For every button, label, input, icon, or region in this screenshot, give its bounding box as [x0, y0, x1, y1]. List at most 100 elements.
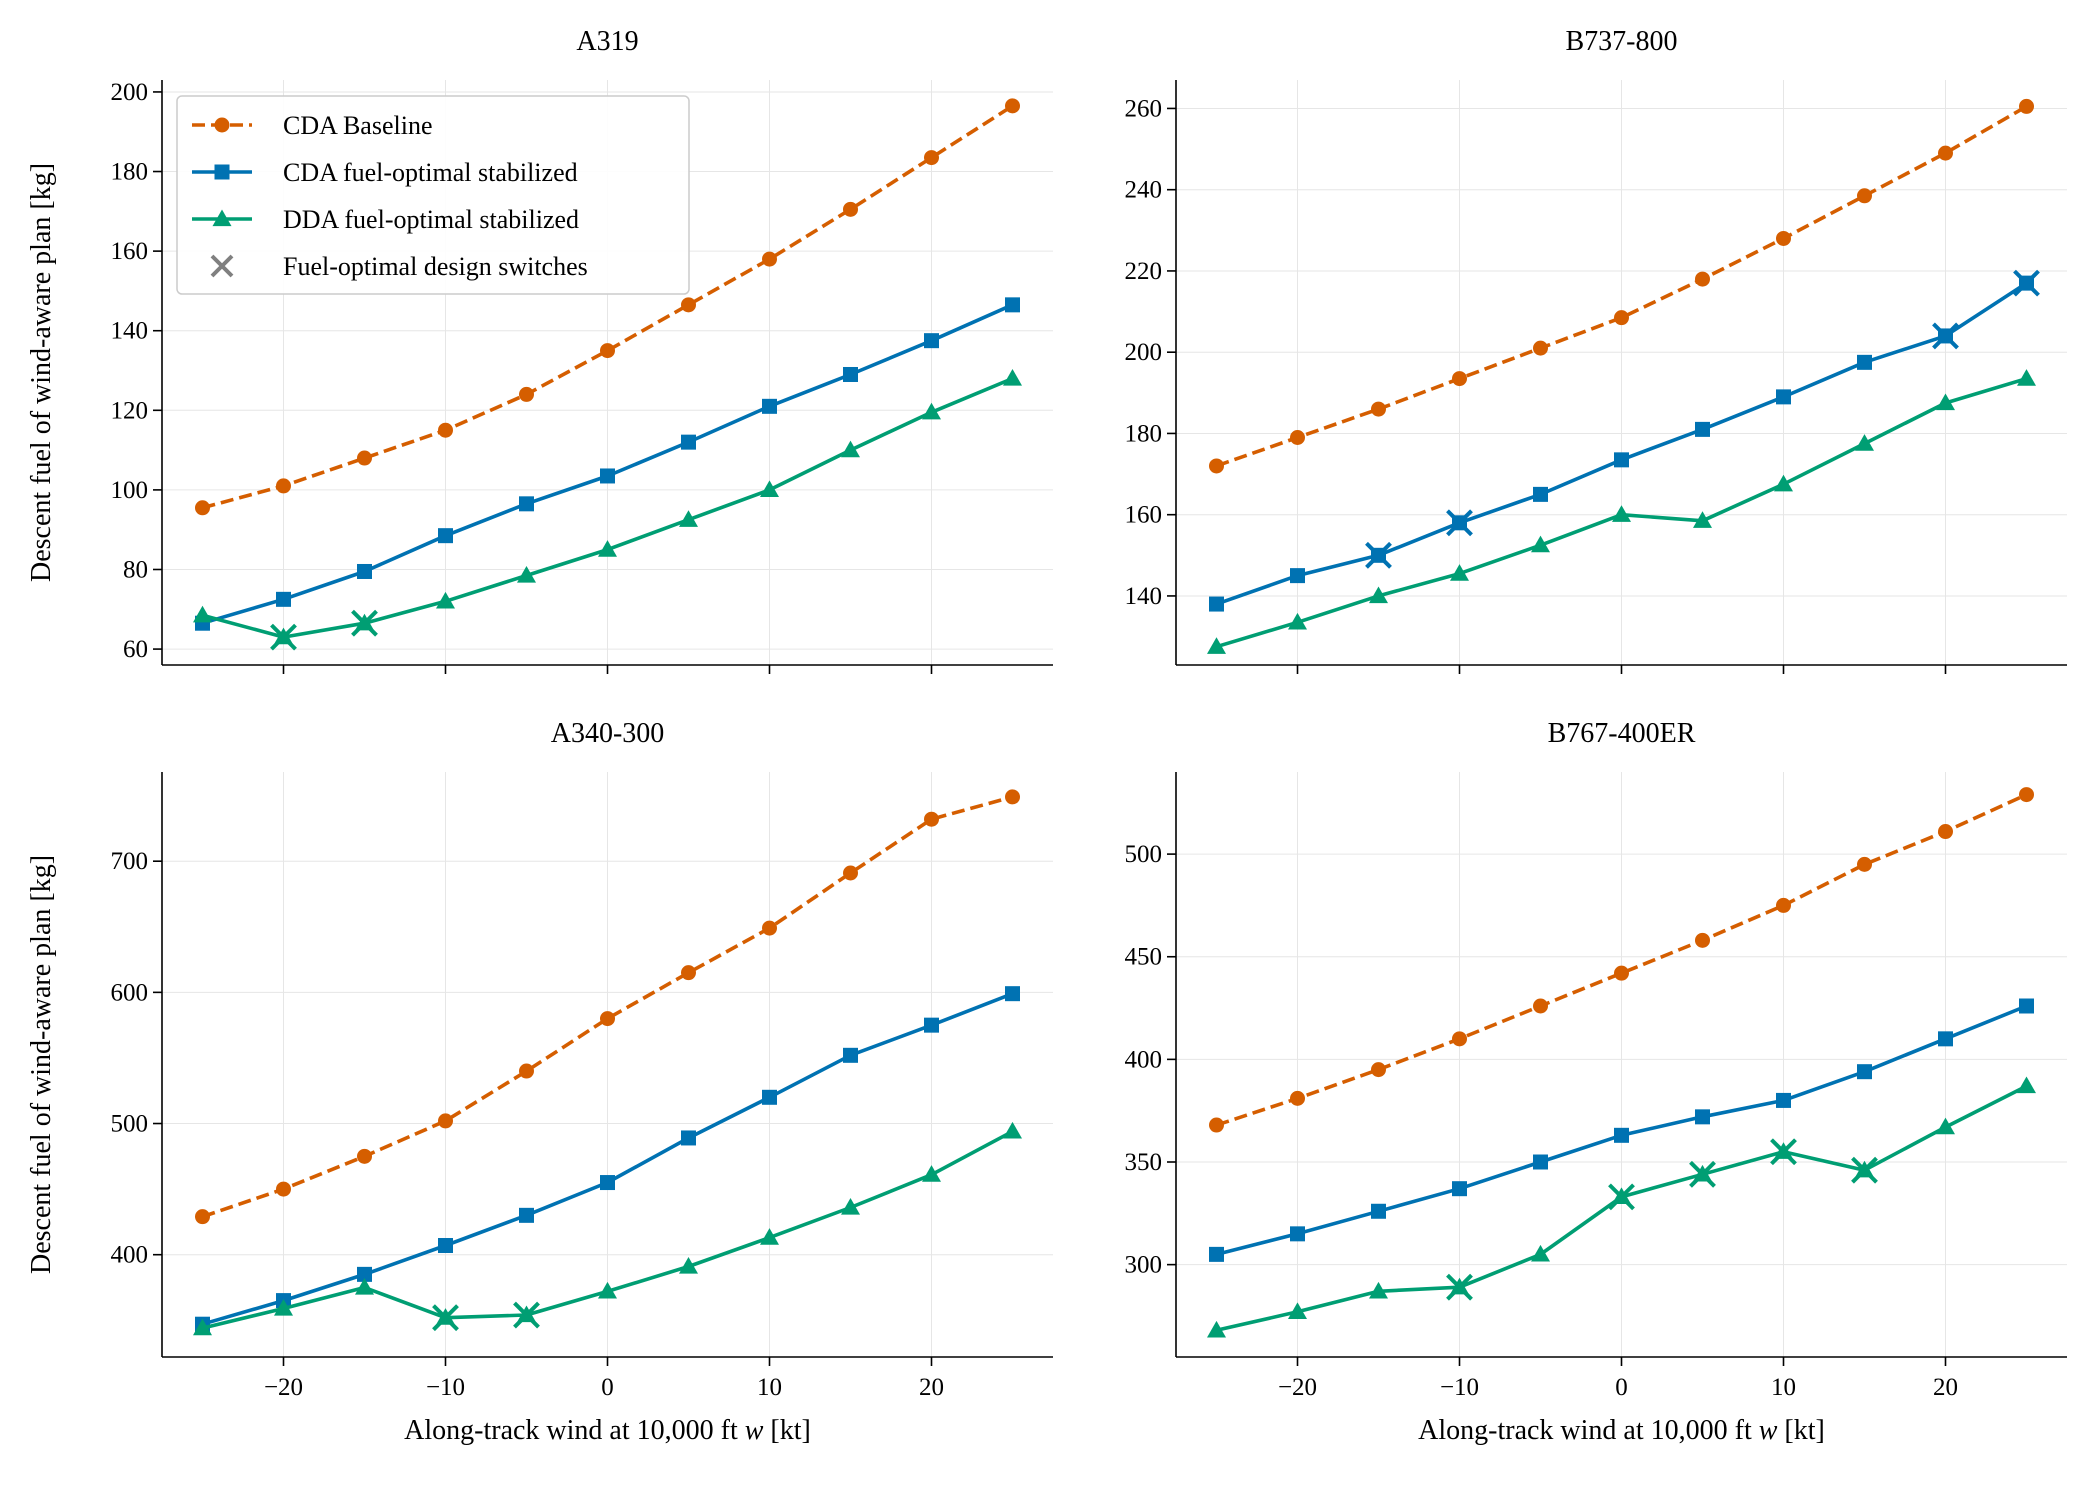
design-switch-marker — [270, 623, 297, 651]
data-point-dda_fuel_optimal — [841, 1197, 860, 1215]
data-point-cda_fuel_optimal — [600, 1175, 615, 1191]
data-point-cda_baseline — [276, 1181, 291, 1197]
data-point-dda_fuel_optimal — [760, 1228, 779, 1245]
panel-b737-800: 140 160 180 200 220 240 260 B737-800 — [1125, 26, 2067, 674]
data-point-cda_fuel_optimal — [1452, 1181, 1467, 1197]
data-point-cda_fuel_optimal — [762, 1089, 777, 1105]
x-tick-label: 10 — [1771, 1374, 1796, 1401]
data-point-cda_fuel_optimal — [519, 496, 534, 512]
data-point-dda_fuel_optimal — [1369, 586, 1388, 604]
data-point-cda_fuel_optimal — [1533, 486, 1548, 502]
y-axis-title: Descent fuel of wind-aware plan [kg] — [26, 163, 57, 582]
data-point-cda_baseline — [1938, 824, 1953, 840]
data-point-dda_fuel_optimal — [193, 1318, 212, 1336]
data-point-dda_fuel_optimal — [355, 1277, 374, 1295]
data-point-dda_fuel_optimal — [1855, 434, 1874, 451]
data-point-dda_fuel_optimal — [1288, 1302, 1307, 1319]
data-point-cda_baseline — [1857, 856, 1872, 872]
panel-a340-300: −20 −10 0 10 20 400 500 600 700 A340-300 Along-tra… — [26, 718, 1053, 1446]
data-point-cda_fuel_optimal — [681, 434, 696, 450]
data-point-cda_baseline — [1695, 932, 1710, 948]
data-point-cda_fuel_optimal — [438, 1238, 453, 1254]
data-point-cda_baseline — [195, 1209, 210, 1225]
y-tick-label: 450 — [1125, 944, 1163, 971]
legend-label: Fuel-optimal design switches — [283, 252, 588, 281]
design-switch-marker — [1770, 1138, 1797, 1166]
design-switch-marker — [1689, 1160, 1716, 1188]
design-switch-marker — [1446, 509, 1473, 537]
legend-label: CDA Baseline — [283, 111, 433, 140]
x-tick-label: 20 — [1933, 1374, 1958, 1401]
data-point-cda_baseline — [1005, 98, 1020, 114]
legend-switch-marker — [210, 254, 234, 278]
data-point-cda_baseline — [1371, 401, 1386, 417]
data-point-cda_baseline — [1209, 458, 1224, 474]
data-point-cda_baseline — [1776, 230, 1791, 246]
data-point-dda_fuel_optimal — [274, 1298, 293, 1316]
data-point-cda_baseline — [1371, 1062, 1386, 1078]
legend-label: DDA fuel-optimal stabilized — [283, 205, 579, 234]
y-tick-label: 140 — [111, 318, 149, 345]
data-point-dda_fuel_optimal — [679, 510, 698, 527]
data-point-dda_fuel_optimal — [598, 1281, 617, 1299]
panel-b767-400er: −20 −10 0 10 20 300 350 400 450 500 B767-400ER Alon… — [1125, 718, 2067, 1446]
series-line-cda_baseline — [202, 104, 1014, 510]
data-point-cda_baseline — [1452, 371, 1467, 387]
data-point-cda_fuel_optimal — [1857, 354, 1872, 370]
data-point-cda_fuel_optimal — [681, 1130, 696, 1146]
data-point-dda_fuel_optimal — [1531, 1244, 1550, 1262]
data-point-cda_baseline — [1695, 271, 1710, 287]
data-point-cda_baseline — [1776, 897, 1791, 913]
panel-title: B767-400ER — [1548, 718, 1696, 749]
y-tick-label: 120 — [111, 397, 149, 424]
panel-title: A319 — [576, 26, 638, 57]
x-tick-label: 0 — [1615, 1374, 1628, 1401]
design-switch-marker — [1608, 1183, 1635, 1211]
data-point-cda_fuel_optimal — [357, 563, 372, 579]
data-point-cda_baseline — [276, 478, 291, 494]
data-point-cda_baseline — [1938, 145, 1953, 161]
data-point-dda_fuel_optimal — [2017, 1076, 2036, 1094]
design-switch-marker — [513, 1301, 540, 1329]
design-switch-marker — [2013, 269, 2040, 297]
data-point-cda_fuel_optimal — [1209, 1246, 1224, 1262]
data-point-cda_fuel_optimal — [2019, 998, 2034, 1014]
y-tick-label: 160 — [1125, 502, 1163, 529]
x-tick-label: −20 — [264, 1374, 303, 1401]
panel-title: B737-800 — [1566, 26, 1678, 57]
y-tick-label: 240 — [1125, 177, 1163, 204]
y-tick-label: 300 — [1125, 1252, 1163, 1279]
data-point-cda_fuel_optimal — [276, 591, 291, 607]
x-tick-label: −10 — [426, 1374, 465, 1401]
data-point-cda_baseline — [924, 150, 939, 166]
data-point-cda_baseline — [1614, 310, 1629, 326]
y-axis-title: Descent fuel of wind-aware plan [kg] — [26, 855, 57, 1274]
data-point-cda_fuel_optimal — [1005, 297, 1020, 313]
data-point-dda_fuel_optimal — [1003, 1121, 1022, 1139]
panel-a319: 60 80 100 120 140 160 180 200 A319 Descent fuel o… — [26, 26, 1053, 674]
data-point-cda_fuel_optimal — [438, 528, 453, 544]
data-point-cda_baseline — [1533, 340, 1548, 356]
y-tick-label: 80 — [123, 556, 148, 583]
data-point-cda_baseline — [438, 1113, 453, 1129]
data-point-dda_fuel_optimal — [1450, 564, 1469, 581]
data-point-dda_fuel_optimal — [760, 480, 779, 498]
data-point-cda_baseline — [1614, 965, 1629, 981]
y-tick-label: 500 — [1125, 841, 1163, 868]
data-point-cda_baseline — [1290, 430, 1305, 445]
y-tick-label: 220 — [1125, 258, 1163, 285]
series-line-cda_baseline — [1215, 104, 2028, 468]
design-switch-marker — [1365, 541, 1392, 569]
data-point-cda_baseline — [195, 500, 210, 516]
y-tick-label: 180 — [111, 159, 149, 186]
data-point-cda_baseline — [681, 965, 696, 981]
y-tick-label: 600 — [111, 979, 149, 1006]
data-point-cda_fuel_optimal — [600, 468, 615, 484]
x-tick-label: 20 — [919, 1374, 944, 1401]
data-point-dda_fuel_optimal — [679, 1256, 698, 1274]
data-point-cda_baseline — [762, 251, 777, 267]
data-point-cda_fuel_optimal — [357, 1266, 372, 1282]
x-axis-title: Along-track wind at 10,000 ft w [kt] — [1418, 1415, 1825, 1446]
y-tick-label: 260 — [1125, 95, 1163, 122]
